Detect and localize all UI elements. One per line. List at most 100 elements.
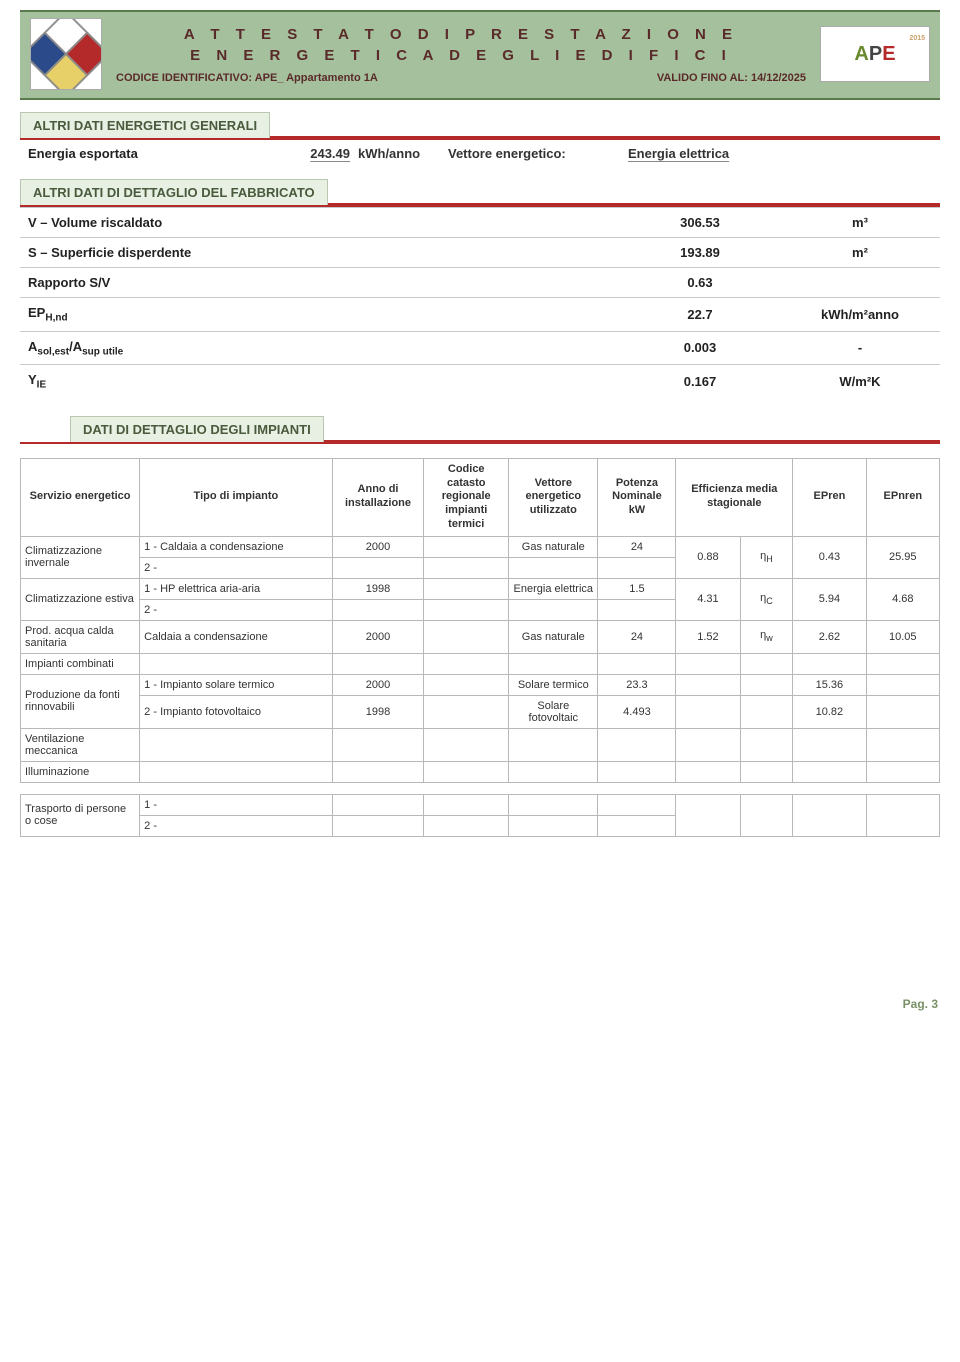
epren-cell: 5.94 <box>793 578 866 620</box>
fab-label: YIE <box>20 365 620 398</box>
th-catasto: Codice catasto regionale impianti termic… <box>424 458 509 536</box>
eff-sym-cell <box>740 674 793 695</box>
anno-cell: 2000 <box>332 620 424 653</box>
eff-sym-cell: ηw <box>740 620 793 653</box>
vettore-cell <box>509 815 598 836</box>
potenza-cell: 23.3 <box>598 674 676 695</box>
catasto-cell <box>424 557 509 578</box>
eff-sym-cell <box>740 794 793 836</box>
eff-val-cell <box>676 794 740 836</box>
potenza-cell <box>598 761 676 782</box>
type-cell: 2 - <box>140 599 333 620</box>
eff-val-cell <box>676 728 740 761</box>
service-cell: Impianti combinati <box>21 653 140 674</box>
th-tipo: Tipo di impianto <box>140 458 333 536</box>
potenza-cell <box>598 599 676 620</box>
section-tab-impianti: DATI DI DETTAGLIO DEGLI IMPIANTI <box>70 416 324 442</box>
fab-unit: kWh/m²anno <box>780 298 940 332</box>
catasto-cell <box>424 620 509 653</box>
service-cell: Produzione da fonti rinnovabili <box>21 674 140 728</box>
fab-label: S – Superficie disperdente <box>20 238 620 268</box>
type-cell: 1 - Impianto solare termico <box>140 674 333 695</box>
vettore-cell: Gas naturale <box>509 536 598 557</box>
vettore-cell <box>509 653 598 674</box>
header-title-line1: A T T E S T A T O D I P R E S T A Z I O … <box>110 24 812 45</box>
type-cell: Caldaia a condensazione <box>140 620 333 653</box>
impianti-table: Servizio energetico Tipo di impianto Ann… <box>20 458 940 837</box>
section-tab-fabbricato: ALTRI DATI DI DETTAGLIO DEL FABBRICATO <box>20 179 328 205</box>
service-cell: Illuminazione <box>21 761 140 782</box>
anno-cell <box>332 728 424 761</box>
potenza-cell <box>598 794 676 815</box>
fab-value: 22.7 <box>620 298 780 332</box>
eff-sym-cell <box>740 728 793 761</box>
type-cell: 1 - Caldaia a condensazione <box>140 536 333 557</box>
fab-value: 0.63 <box>620 268 780 298</box>
catasto-cell <box>424 578 509 599</box>
vettore-cell: Energia elettrica <box>509 578 598 599</box>
eff-val-cell <box>676 761 740 782</box>
anno-cell <box>332 599 424 620</box>
fab-value: 193.89 <box>620 238 780 268</box>
anno-cell: 1998 <box>332 695 424 728</box>
epnren-cell: 25.95 <box>866 536 939 578</box>
fab-value: 0.167 <box>620 365 780 398</box>
vettore-cell <box>509 794 598 815</box>
epren-cell <box>793 761 866 782</box>
eff-val-cell <box>676 674 740 695</box>
eff-val-cell <box>676 653 740 674</box>
potenza-cell <box>598 815 676 836</box>
anno-cell: 2000 <box>332 674 424 695</box>
epren-cell <box>793 728 866 761</box>
catasto-cell <box>424 536 509 557</box>
value-vettore: Energia elettrica <box>628 146 932 161</box>
fabbricato-table: V – Volume riscaldato306.53m³S – Superfi… <box>20 207 940 398</box>
section-tab-general: ALTRI DATI ENERGETICI GENERALI <box>20 112 270 138</box>
label-energia-esportata: Energia esportata <box>28 146 278 161</box>
potenza-cell <box>598 728 676 761</box>
anno-cell: 2000 <box>332 536 424 557</box>
th-servizio: Servizio energetico <box>21 458 140 536</box>
anno-cell <box>332 557 424 578</box>
service-cell: Climatizzazione invernale <box>21 536 140 578</box>
fab-unit: - <box>780 331 940 365</box>
type-cell: 2 - Impianto fotovoltaico <box>140 695 333 728</box>
catasto-cell <box>424 794 509 815</box>
epnren-cell: 10.05 <box>866 620 939 653</box>
type-cell <box>140 728 333 761</box>
vettore-cell: Solare termico <box>509 674 598 695</box>
catasto-cell <box>424 728 509 761</box>
epren-cell <box>793 794 866 836</box>
epren-cell: 10.82 <box>793 695 866 728</box>
type-cell: 1 - <box>140 794 333 815</box>
epnren-cell <box>866 728 939 761</box>
epren-cell: 2.62 <box>793 620 866 653</box>
fab-label: Asol,est/Asup utile <box>20 331 620 365</box>
anno-cell <box>332 815 424 836</box>
eff-sym-cell <box>740 653 793 674</box>
fab-unit: m² <box>780 238 940 268</box>
ape-logo: APE 2015 <box>820 26 930 82</box>
epren-cell <box>793 653 866 674</box>
type-cell: 2 - <box>140 557 333 578</box>
vettore-cell <box>509 761 598 782</box>
epnren-cell <box>866 695 939 728</box>
potenza-cell: 24 <box>598 620 676 653</box>
eff-val-cell: 0.88 <box>676 536 740 578</box>
vettore-cell <box>509 728 598 761</box>
th-epren: EPren <box>793 458 866 536</box>
service-cell: Ventilazione meccanica <box>21 728 140 761</box>
catasto-cell <box>424 653 509 674</box>
anno-cell <box>332 653 424 674</box>
unit-energia-esportata: kWh/anno <box>358 146 448 161</box>
page-number: Pag. 3 <box>903 997 938 1011</box>
header-bar: A T T E S T A T O D I P R E S T A Z I O … <box>20 10 940 100</box>
fab-unit <box>780 268 940 298</box>
eff-sym-cell <box>740 695 793 728</box>
fab-unit: m³ <box>780 208 940 238</box>
vettore-cell <box>509 599 598 620</box>
vettore-cell <box>509 557 598 578</box>
type-cell <box>140 653 333 674</box>
catasto-cell <box>424 815 509 836</box>
anno-cell: 1998 <box>332 578 424 599</box>
